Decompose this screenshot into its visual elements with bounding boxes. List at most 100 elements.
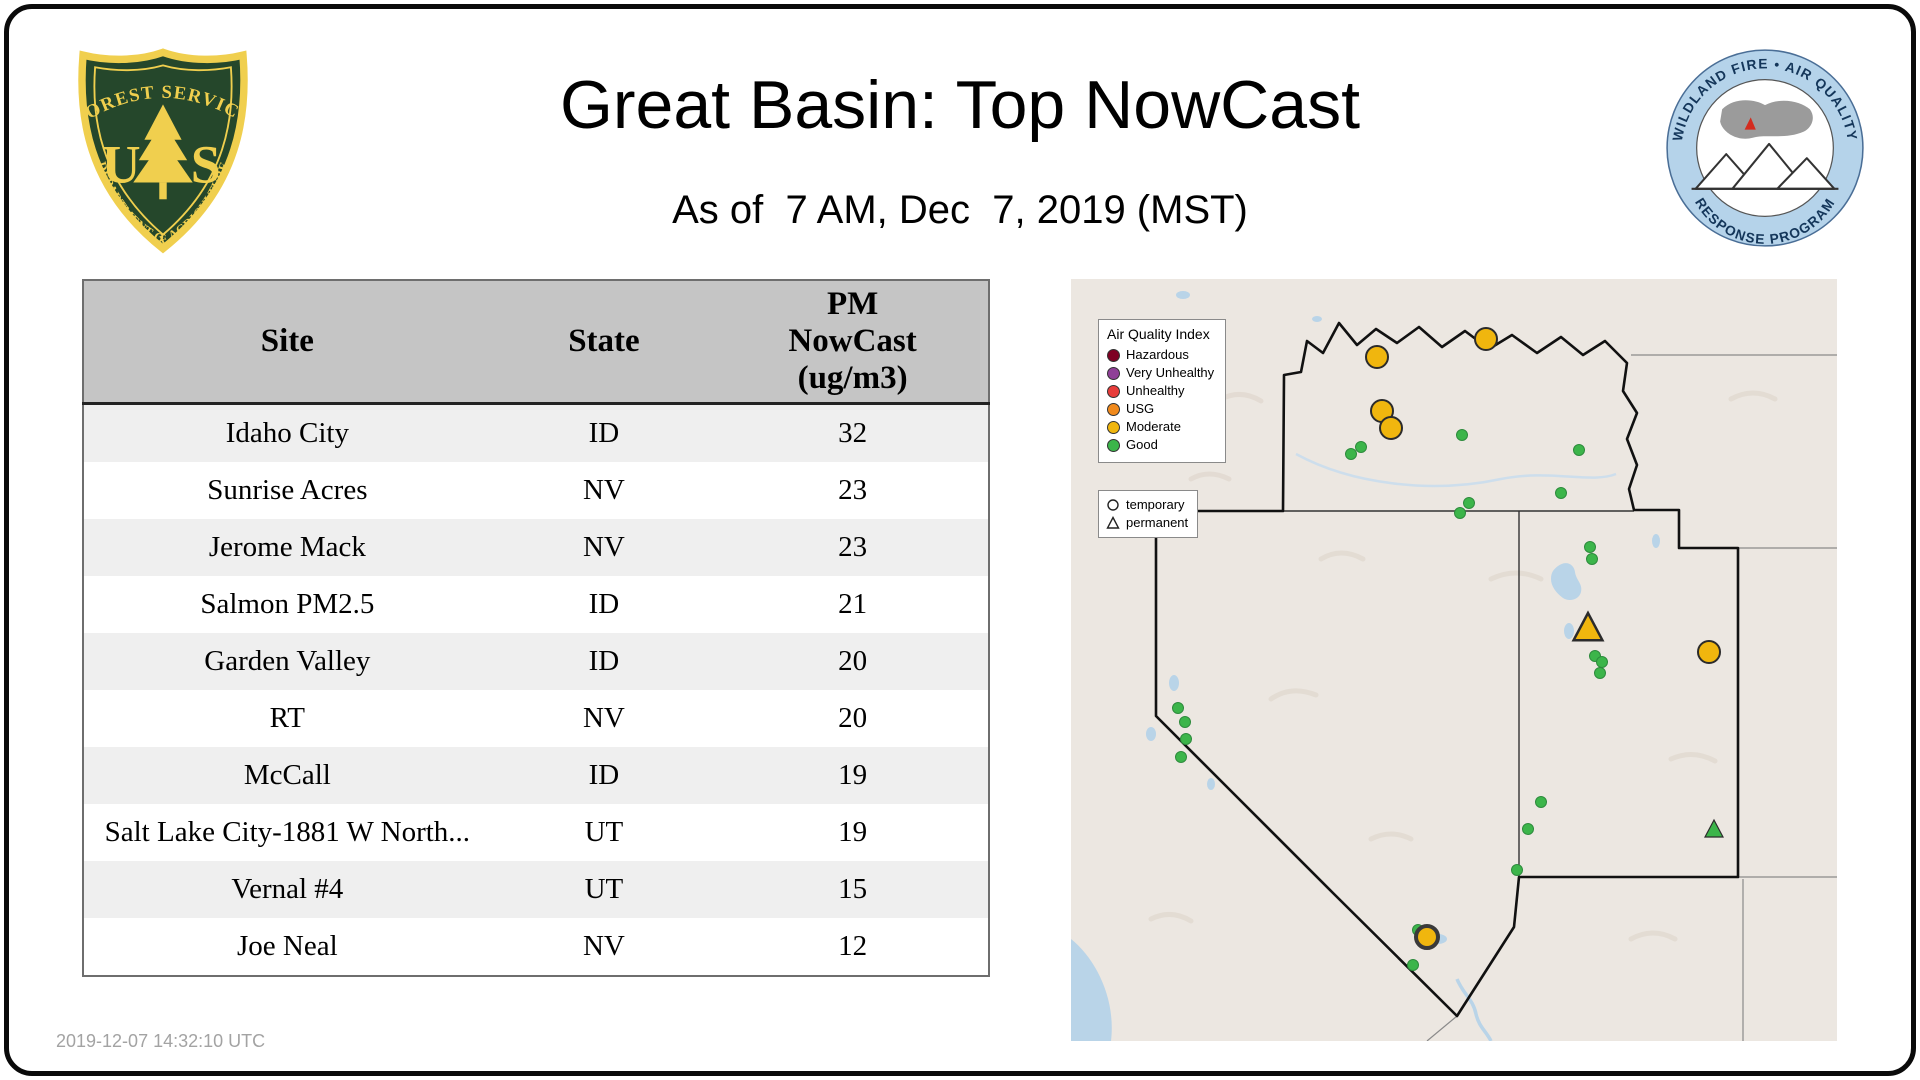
permanent-triangle-icon [1106,516,1120,530]
temporary-legend-item: temporary [1106,496,1190,514]
state-cell: ID [588,588,620,620]
great-basin-landmass-icon [1720,100,1813,139]
moderate-circle-marker [1379,416,1403,440]
good-circle-marker [1573,444,1585,456]
moderate-circle-marker [1474,327,1498,351]
aqi-legend: Air Quality Index Hazardous Very Unhealth… [1098,319,1226,463]
site-cell: RT [269,702,305,734]
page-title: Great Basin: Top NowCast [560,67,1360,143]
value-cell: 15 [838,873,868,905]
state-cell: NV [582,531,625,563]
site-cell: Idaho City [225,417,349,449]
state-cell: UT [584,816,624,848]
state-cell: UT [584,873,624,905]
good-circle-marker [1596,656,1608,668]
aqi-legend-items: Hazardous Very Unhealthy Unhealthy USG Moder… [1107,347,1217,453]
table-row: Sunrise Acres NV 23 [83,462,989,519]
temporary-circle-icon [1106,498,1120,512]
permanent-label: permanent [1126,515,1189,530]
col-header-site: Site [83,280,491,405]
aqi-legend-label: Very Unhealthy [1126,365,1215,380]
good-circle-marker [1180,733,1192,745]
good-circle-marker [1179,716,1191,728]
state-cell: ID [588,645,620,677]
good-dot-icon [1107,438,1120,452]
value-cell: 20 [838,645,868,677]
site-cell: Salt Lake City-1881 W North... [104,816,471,848]
pacific-ocean [1071,939,1112,1041]
good-circle-marker [1584,541,1596,553]
table-row: Salmon PM2.5 ID 21 [83,576,989,633]
usfs-letter-s: S [191,135,221,195]
table-row: Vernal #4 UT 15 [83,861,989,918]
value-cell: 12 [838,930,868,962]
good-circle-marker [1511,864,1523,876]
good-circle-marker [1345,448,1357,460]
aqi-legend-item: Good [1107,437,1217,453]
nowcast-table-body: Idaho City ID 32 Sunrise Acres NV 23 Jerome Ma… [83,403,989,976]
moderate-dot-icon [1107,420,1120,434]
temporary-label: temporary [1126,497,1185,512]
site-cell: Sunrise Acres [207,474,368,506]
fire-flame-icon [1744,117,1756,130]
neighbor-state-borders [1426,354,1837,1041]
aqi-legend-item: USG [1107,401,1217,417]
value-cell: 19 [838,759,868,791]
aqi-legend-label: Good [1126,437,1158,452]
hazardous-dot-icon [1107,348,1120,362]
table-row: Jerome Mack NV 23 [83,519,989,576]
usfs-logo: FOREST SERVICE U S DEPARTMENT OF AGRICUL… [63,27,256,258]
table-row: McCall ID 19 [83,747,989,804]
good-circle-marker [1522,823,1534,835]
great-salt-lake [1551,563,1582,600]
table-row: Salt Lake City-1881 W North... UT 19 [83,804,989,861]
monitor-markers [1172,327,1724,971]
aqi-map: Air Quality Index Hazardous Very Unhealth… [1071,279,1837,1041]
site-cell: McCall [243,759,331,791]
good-circle-marker [1407,959,1419,971]
good-circle-marker [1586,553,1598,565]
aqi-legend-item: Moderate [1107,419,1217,435]
value-cell: 20 [838,702,868,734]
col-header-pm-nowcast: PM NowCast (ug/m3) [717,280,989,405]
aqi-legend-label: USG [1126,401,1155,416]
good-circle-marker [1594,667,1606,679]
great-basin-boundary [1154,321,1740,1018]
generated-timestamp: 2019-12-07 14:32:10 UTC [56,1031,266,1051]
value-cell: 21 [838,588,868,620]
permanent-legend-item: permanent [1106,514,1190,532]
colorado-river [1455,978,1493,1041]
state-cell: NV [582,930,625,962]
usg-dot-icon [1107,402,1120,416]
aqi-legend-item: Unhealthy [1107,383,1217,399]
aqi-legend-label: Unhealthy [1126,383,1185,398]
aqi-legend-item: Very Unhealthy [1107,365,1217,381]
nowcast-table: Site State PM NowCast (ug/m3) Idaho City… [82,279,990,977]
moderate-circle-marker [1365,345,1389,369]
table-row: Idaho City ID 32 [83,403,989,462]
unhealthy-dot-icon [1107,384,1120,398]
good-circle-marker [1175,751,1187,763]
site-cell: Salmon PM2.5 [200,588,375,620]
state-cell: NV [582,474,625,506]
value-cell: 23 [838,474,868,506]
moderate-circle-marker [1697,640,1721,664]
aqrp-circle-icon: WILDLAND FIRE • AIR QUALITY RESPONSE PRO… [1666,49,1864,247]
table-row: Joe Neal NV 12 [83,918,989,976]
nowcast-table-panel: Site State PM NowCast (ug/m3) Idaho City… [82,279,990,977]
state-cell: ID [588,417,620,449]
usfs-shield-icon: FOREST SERVICE U S DEPARTMENT OF AGRICUL… [63,27,248,254]
state-cell: NV [582,702,625,734]
table-row: RT NV 20 [83,690,989,747]
good-circle-marker [1555,487,1567,499]
usfs-letter-u: U [102,135,141,195]
value-cell: 19 [838,816,868,848]
snake-river [1295,452,1617,488]
good-circle-marker [1535,796,1547,808]
aqi-legend-title: Air Quality Index [1107,326,1210,342]
good-circle-marker [1355,441,1367,453]
very_unhealthy-dot-icon [1107,366,1120,380]
site-cell: Vernal #4 [231,873,344,905]
value-cell: 23 [838,531,868,563]
marker-type-legend: temporary permanent [1098,490,1198,538]
